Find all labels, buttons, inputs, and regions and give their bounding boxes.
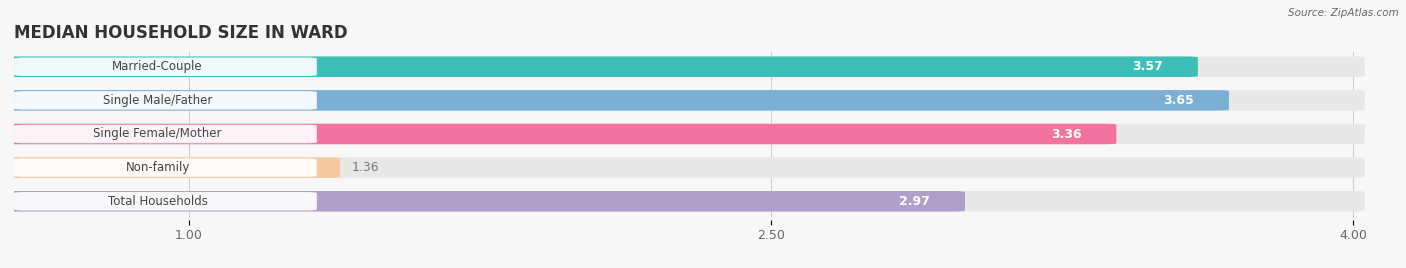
FancyBboxPatch shape	[3, 90, 1365, 111]
Text: Married-Couple: Married-Couple	[112, 60, 202, 73]
FancyBboxPatch shape	[14, 158, 316, 177]
Text: 3.36: 3.36	[1050, 128, 1081, 140]
FancyBboxPatch shape	[3, 191, 965, 211]
FancyBboxPatch shape	[3, 124, 1116, 144]
FancyBboxPatch shape	[3, 90, 1229, 111]
FancyBboxPatch shape	[3, 191, 1365, 211]
Text: 1.36: 1.36	[352, 161, 380, 174]
FancyBboxPatch shape	[3, 157, 1365, 178]
Text: Source: ZipAtlas.com: Source: ZipAtlas.com	[1288, 8, 1399, 18]
Text: Single Male/Father: Single Male/Father	[103, 94, 212, 107]
FancyBboxPatch shape	[14, 58, 316, 76]
FancyBboxPatch shape	[14, 125, 316, 143]
Text: Non-family: Non-family	[125, 161, 190, 174]
Text: 2.97: 2.97	[900, 195, 929, 208]
FancyBboxPatch shape	[3, 157, 340, 178]
FancyBboxPatch shape	[14, 192, 316, 210]
Text: Total Households: Total Households	[108, 195, 208, 208]
Text: 3.57: 3.57	[1132, 60, 1163, 73]
FancyBboxPatch shape	[3, 124, 1365, 144]
Text: Single Female/Mother: Single Female/Mother	[93, 128, 222, 140]
Text: 3.65: 3.65	[1163, 94, 1194, 107]
FancyBboxPatch shape	[3, 57, 1198, 77]
FancyBboxPatch shape	[3, 57, 1365, 77]
FancyBboxPatch shape	[14, 91, 316, 110]
Text: MEDIAN HOUSEHOLD SIZE IN WARD: MEDIAN HOUSEHOLD SIZE IN WARD	[14, 24, 347, 42]
